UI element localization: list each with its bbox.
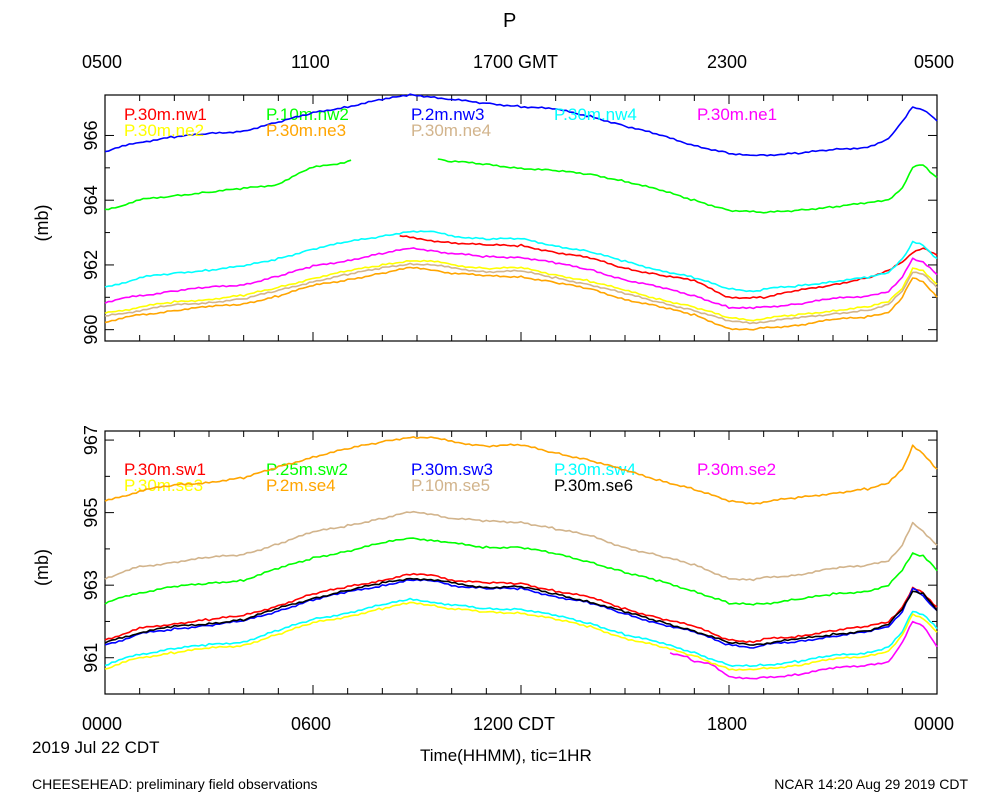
bottom-axis-label-2: 0600 bbox=[291, 714, 332, 734]
legend-P.30m.se2: P.30m.se2 bbox=[697, 460, 776, 479]
series-line-P.2m.se4 bbox=[104, 436, 938, 505]
legend-P.30m.ne1: P.30m.ne1 bbox=[697, 105, 777, 124]
top-axis-label-4: 2300 bbox=[707, 52, 748, 72]
legend-P.30m.nw4: P.30m.nw4 bbox=[554, 105, 637, 124]
bottom-axis-label-5: 0000 bbox=[914, 714, 955, 734]
series-line-P.30m.ne4 bbox=[105, 262, 938, 325]
series-line-P.30m.ne1 bbox=[104, 247, 938, 310]
y-tick-label: 962 bbox=[81, 250, 101, 280]
top-axis-label-5: 0500 bbox=[914, 52, 955, 72]
legend-P.30m.ne2: P.30m.ne2 bbox=[124, 121, 204, 140]
legend-P.30m.nw1: P.30m.nw1 bbox=[124, 105, 207, 124]
series-line-P.10m.nw2 bbox=[437, 158, 938, 214]
y-tick-label: 964 bbox=[81, 185, 101, 215]
legend-P.30m.se6: P.30m.se6 bbox=[554, 476, 633, 495]
legend-P.2m.nw3: P.2m.nw3 bbox=[411, 105, 484, 124]
chart-title: P bbox=[503, 10, 517, 32]
y-tick-label: 965 bbox=[81, 498, 101, 528]
plot-frame bbox=[104, 430, 938, 695]
series-line-P.30m.se3 bbox=[104, 601, 938, 672]
y-axis-title: (mb) bbox=[32, 205, 52, 242]
legend-P.10m.se5: P.10m.se5 bbox=[411, 476, 490, 495]
top-axis-label-2: 1100 bbox=[291, 52, 330, 72]
legend-P.30m.sw1: P.30m.sw1 bbox=[124, 460, 206, 479]
series-line-P.30m.sw1 bbox=[104, 572, 938, 644]
series-line-P.30m.se6 bbox=[104, 577, 938, 646]
top-axis-label-3: 1700 GMT bbox=[473, 52, 559, 72]
series-line-P.30m.sw4 bbox=[104, 597, 938, 668]
top-axis-label-1: 0500 bbox=[82, 52, 123, 72]
bottom-axis-label-3: 1200 CDT bbox=[473, 714, 556, 734]
bottom-axis-label-1: 0000 bbox=[82, 714, 123, 734]
y-axis-title: (mb) bbox=[32, 549, 52, 586]
legend-P.30m.sw3: P.30m.sw3 bbox=[411, 460, 493, 479]
series-line-P.10m.nw2 bbox=[104, 159, 352, 211]
legend-P.30m.ne4: P.30m.ne4 bbox=[411, 121, 491, 140]
footer-right: NCAR 14:20 Aug 29 2019 CDT bbox=[774, 776, 968, 792]
legend-P.30m.sw4: P.30m.sw4 bbox=[554, 460, 636, 479]
series-line-P.25m.sw2 bbox=[104, 537, 938, 606]
series-line-P.10m.se5 bbox=[104, 510, 938, 582]
y-tick-label: 963 bbox=[81, 570, 101, 600]
series-line-P.2m.nw3 bbox=[104, 93, 938, 157]
bottom-axis-label-4: 1800 bbox=[707, 714, 748, 734]
series-line-P.30m.nw1 bbox=[399, 235, 938, 300]
series-line-P.30m.ne3 bbox=[104, 266, 938, 331]
legend-P.2m.se4: P.2m.se4 bbox=[266, 476, 336, 495]
footer-left: CHEESEHEAD: preliminary field observatio… bbox=[32, 776, 318, 792]
date-label: 2019 Jul 22 CDT bbox=[32, 738, 160, 757]
y-tick-label: 966 bbox=[81, 120, 101, 150]
series-line-P.30m.se2 bbox=[669, 620, 938, 680]
y-tick-label: 960 bbox=[81, 315, 101, 345]
x-axis-title: Time(HHMM), tic=1HR bbox=[420, 746, 592, 765]
y-tick-label: 961 bbox=[81, 643, 101, 673]
y-tick-label: 967 bbox=[81, 425, 101, 455]
legend-P.30m.ne3: P.30m.ne3 bbox=[266, 121, 346, 140]
series-line-P.30m.ne2 bbox=[104, 259, 938, 322]
series-line-P.30m.nw4 bbox=[104, 230, 938, 293]
